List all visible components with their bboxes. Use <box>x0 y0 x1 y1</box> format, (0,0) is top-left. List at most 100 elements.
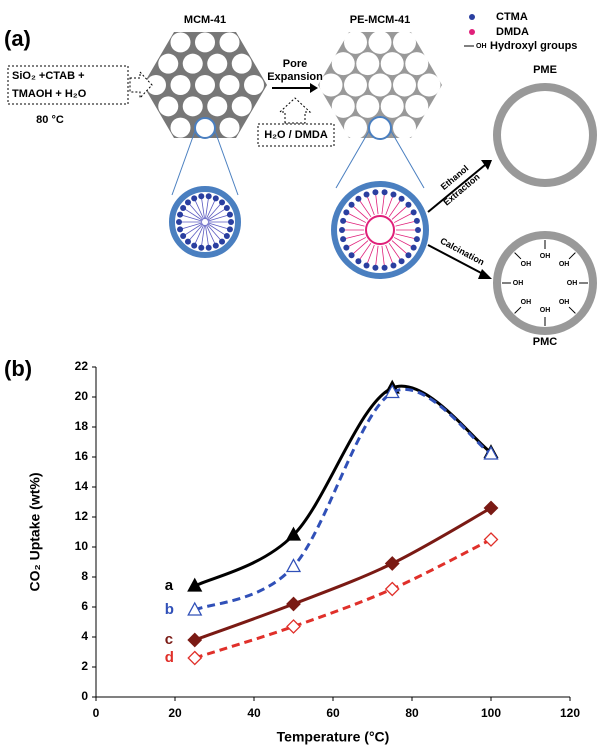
surfactant-head <box>405 252 412 259</box>
zoom-pore <box>194 117 216 139</box>
panel-label: (b) <box>4 356 32 381</box>
surfactant-head <box>340 217 347 224</box>
legend-text: CTMA <box>496 11 528 23</box>
surfactant-tail <box>205 224 217 246</box>
pmc-pore <box>493 231 597 335</box>
pore <box>393 116 416 140</box>
y-tick-label: 18 <box>75 419 89 433</box>
pore <box>356 94 380 118</box>
surfactant-head <box>405 201 412 208</box>
dmda-core <box>365 215 395 245</box>
surfactant-tail <box>393 211 414 223</box>
pore <box>207 53 228 74</box>
surfactant-tail <box>205 198 217 220</box>
surfactant-tail <box>205 196 210 220</box>
surfactant-tail <box>343 233 365 240</box>
recipe-text: SiO₂ +CTAB + <box>12 70 85 82</box>
y-tick-label: 10 <box>75 539 89 553</box>
surfactant-head <box>226 211 233 218</box>
y-tick-label: 20 <box>75 389 89 403</box>
product-label: PME <box>533 64 557 76</box>
surfactant-tail <box>375 192 379 215</box>
pore <box>219 117 240 138</box>
pore <box>158 96 179 117</box>
surfactant-head <box>348 252 355 259</box>
legend-text: DMDA <box>496 26 529 38</box>
surfactant-head <box>212 195 219 202</box>
pme-pore <box>493 83 597 187</box>
surfactant-head <box>191 195 198 202</box>
surfactant-head <box>177 226 184 233</box>
surfactant-head <box>415 227 421 233</box>
surfactant-tail <box>193 198 205 220</box>
surfactant-head <box>212 242 219 249</box>
surfactant-tail <box>200 224 205 248</box>
surfactant-head <box>372 264 379 271</box>
surfactant-head <box>390 262 397 269</box>
step-label: Pore <box>283 58 307 70</box>
pore <box>319 73 343 97</box>
surfactant-tail <box>385 194 394 216</box>
surfactant-tail <box>206 202 223 220</box>
marker <box>286 619 301 634</box>
mcm-label: MCM-41 <box>184 14 226 26</box>
surfactant-head <box>219 238 226 245</box>
hydroxyl-label: OH <box>559 261 570 268</box>
surfactant-head <box>184 199 191 206</box>
legend-icon <box>469 14 475 20</box>
pore <box>182 96 203 117</box>
series-label: c <box>165 631 173 648</box>
surfactant-head <box>205 244 212 251</box>
surfactant-head <box>413 236 420 243</box>
pe-mcm-label: PE-MCM-41 <box>350 14 411 26</box>
surfactant-head <box>226 226 233 233</box>
surfactant-tail <box>395 220 417 227</box>
hydroxyl-bond <box>568 306 576 314</box>
marker <box>187 577 203 592</box>
pore <box>170 32 191 53</box>
surfactant-head <box>390 191 397 198</box>
x-tick-label: 0 <box>93 706 100 720</box>
pore <box>195 75 215 95</box>
surfactant-head <box>177 211 184 218</box>
surfactant-head <box>198 193 205 200</box>
pore-detail <box>331 181 429 279</box>
surfactant-head <box>410 244 417 251</box>
surfactant-head <box>413 217 420 224</box>
pore <box>207 96 228 117</box>
surfactant-head <box>398 258 405 265</box>
marker <box>384 556 400 571</box>
legend-text: Hydroxyl groups <box>490 40 577 52</box>
surfactant-tail <box>179 222 203 230</box>
surfactant-tail <box>193 224 205 246</box>
surfactant-tail <box>182 207 203 221</box>
pore <box>219 32 240 53</box>
marker <box>384 581 400 597</box>
surfactant-tail <box>366 244 375 266</box>
panel-label: (a) <box>4 26 31 51</box>
pore <box>405 52 429 76</box>
zoom-line <box>335 130 370 189</box>
pore <box>331 52 355 76</box>
surfactant-head <box>339 227 345 233</box>
pore <box>368 73 392 97</box>
y-tick-label: 4 <box>81 629 88 643</box>
surfactant-head <box>223 233 230 240</box>
series-line <box>194 384 492 588</box>
pore <box>344 116 367 140</box>
hydroxyl-label: OH <box>521 261 532 268</box>
reagent-box <box>257 123 335 147</box>
surfactant-head <box>176 219 182 225</box>
surfactant-head <box>348 201 355 208</box>
pore <box>331 94 355 118</box>
arrow <box>427 164 486 213</box>
x-tick-label: 120 <box>560 706 580 720</box>
pore <box>146 75 166 95</box>
zoom-pore <box>368 116 392 140</box>
surfactant-head <box>223 204 230 211</box>
pore <box>170 75 191 95</box>
surfactant-tail <box>182 223 203 237</box>
surfactant-tail <box>391 240 409 256</box>
surfactant-tail <box>391 204 409 220</box>
